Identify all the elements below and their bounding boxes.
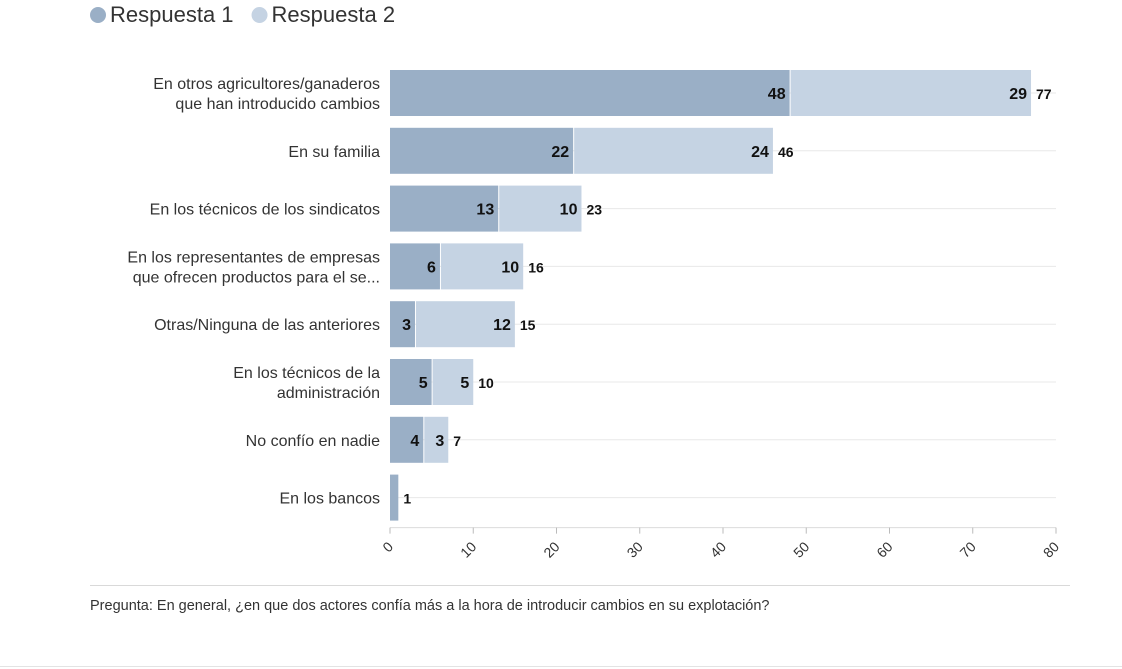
value-label-s1-2: 13 [476,202,494,219]
total-label-5: 10 [478,375,494,391]
category-label-2-0: En los técnicos de los sindicatos [150,202,380,219]
tick-label-30: 30 [624,538,646,560]
tick-label-0: 0 [379,538,396,555]
category-label-1-0: En su familia [288,144,380,161]
bar-s1-7 [390,474,399,521]
value-label-s2-2: 10 [560,202,578,219]
bar-s2-4 [415,301,515,348]
bars: En otros agricultores/ganaderos que han i… [127,70,1052,521]
bar-s1-6 [390,416,424,463]
tick-label-60: 60 [873,538,895,560]
category-label-0-0: En otros agricultores/ganaderos [153,76,380,93]
value-label-s1-6: 4 [410,433,419,450]
bar-s2-6 [424,416,449,463]
category-label-5-1: administración [277,385,380,402]
category-label-3-1: que ofrecen productos para el se... [133,269,380,286]
tick-label-10: 10 [457,538,479,560]
stacked-bar-chart: Respuesta 1 Respuesta 2 En otros agricult… [90,2,1062,561]
bar-s1-4 [390,301,415,348]
value-label-s1-0: 48 [768,86,786,103]
bar-s2-0 [790,70,1032,116]
legend-label-1: Respuesta 1 [110,2,234,27]
value-label-s1-4: 3 [402,317,411,334]
category-label-3-0: En los representantes de empresas [127,249,380,266]
total-label-1: 46 [778,144,794,160]
bar-s1-3 [390,243,440,290]
bar-s2-1 [574,127,773,174]
bar-s1-1 [390,127,574,174]
value-label-s1-3: 6 [427,259,436,276]
legend-label-2: Respuesta 2 [272,2,396,27]
value-label-s2-5: 5 [460,375,469,392]
tick-label-50: 50 [790,538,812,560]
x-axis: 0 10 20 30 40 50 60 70 80 [379,527,1062,561]
category-label-4-0: Otras/Ninguna de las anteriores [154,317,380,334]
legend-marker-1 [90,7,106,23]
bar-s1-5 [390,359,432,405]
value-label-s2-3: 10 [501,259,519,276]
bar-s2-5 [432,359,474,405]
category-label-6-0: No confío en nadie [246,433,380,450]
value-label-s1-1: 22 [551,144,569,161]
bottom-border [0,666,1122,667]
category-label-5-0: En los técnicos de la [233,365,380,382]
total-label-6: 7 [453,433,461,449]
tick-label-20: 20 [540,538,562,560]
total-label-0: 77 [1036,86,1052,102]
legend: Respuesta 1 Respuesta 2 [90,2,395,27]
value-label-s2-1: 24 [751,144,769,161]
legend-marker-2 [251,7,268,23]
bar-s1-0 [390,70,790,116]
total-label-2: 23 [586,202,602,218]
value-label-s2-0: 29 [1009,86,1027,103]
category-label-7-0: En los bancos [279,491,380,508]
total-label-3: 16 [528,259,544,275]
footnote: Pregunta: En general, ¿en que dos actore… [90,598,770,614]
value-label-s1-5: 5 [419,375,428,392]
bar-s2-2 [499,185,582,232]
bar-s1-2 [390,185,499,232]
bar-s2-3 [440,243,524,290]
value-label-s2-4: 12 [493,317,511,334]
category-label-0-1: que han introducido cambios [175,96,380,113]
value-label-s2-6: 3 [435,433,444,450]
tick-label-70: 70 [957,538,979,560]
tick-label-40: 40 [707,538,729,560]
footnote-divider [90,585,1070,586]
total-label-7: 1 [403,491,411,507]
total-label-4: 15 [520,317,536,333]
tick-label-80: 80 [1040,538,1062,560]
